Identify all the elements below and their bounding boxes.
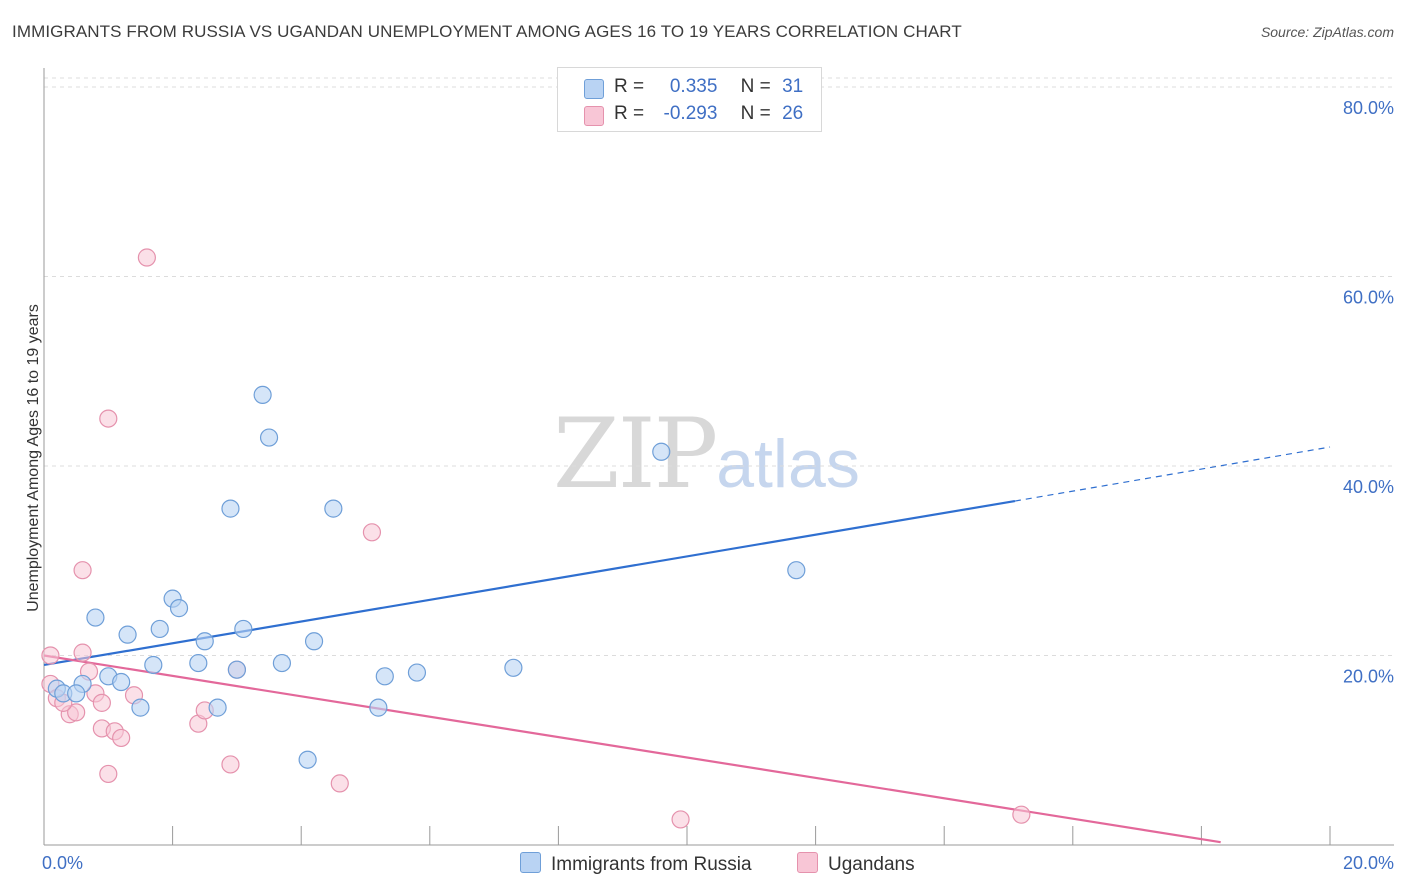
data-point-russia (407, 663, 427, 682)
axes-layer (43, 68, 1394, 846)
data-point-russia (118, 625, 137, 644)
data-point-ugandans (221, 755, 240, 774)
y-tick-label: 80.0% (1343, 98, 1394, 118)
data-point-ugandans (73, 643, 92, 662)
watermark-zip: ZIP (553, 398, 718, 510)
x-tick-label-max: 20.0% (1343, 853, 1394, 873)
data-point-ugandans (41, 646, 60, 665)
data-point-russia (234, 619, 253, 639)
data-point-russia (227, 660, 246, 679)
data-point-russia (787, 561, 806, 580)
data-point-ugandans (99, 764, 118, 784)
data-point-russia (304, 632, 324, 651)
data-point-russia (86, 608, 105, 627)
data-point-ugandans (73, 561, 92, 580)
watermark-atlas: atlas (716, 426, 860, 502)
legend-r-value: -0.293 (663, 103, 718, 124)
data-point-ugandans (67, 703, 86, 722)
y-tick-label: 20.0% (1343, 666, 1394, 686)
data-point-russia (169, 599, 189, 618)
data-point-russia (504, 658, 523, 677)
tick-layer: 20.0% 40.0% 60.0% 80.0% (43, 98, 1394, 845)
data-point-russia (208, 698, 227, 717)
data-point-russia (189, 653, 208, 673)
legend-row-russia: R = 0.335 N = 31 (584, 76, 804, 99)
data-point-russia (131, 698, 150, 717)
legend-r-label: R = (614, 76, 645, 97)
y-tick-label: 40.0% (1343, 477, 1394, 497)
legend-r-label: R = (614, 103, 645, 124)
data-point-russia (150, 619, 169, 639)
data-point-russia (144, 655, 163, 675)
source-label: Source: ZipAtlas.com (1260, 24, 1394, 40)
y-tick-label: 60.0% (1343, 287, 1394, 307)
legend-n-value: 31 (782, 76, 804, 97)
data-point-russia (221, 499, 240, 518)
y-axis-label: Unemployment Among Ages 16 to 19 years (25, 304, 42, 612)
data-point-russia (112, 672, 131, 692)
data-point-ugandans (137, 248, 156, 267)
data-point-ugandans (330, 774, 349, 793)
legend-row-ugandans: R = -0.293 N = 26 (584, 103, 804, 126)
points-layer (41, 248, 1031, 829)
bottom-legend-russia: Immigrants from Russia (520, 852, 752, 876)
trend-line-russia-extension (1014, 446, 1331, 502)
legend-n-value: 26 (782, 103, 804, 124)
data-point-russia (324, 499, 343, 518)
bottom-legend-label-ugandans: Ugandans (828, 854, 915, 875)
data-point-russia (369, 698, 388, 717)
legend-swatch-ugandans (584, 106, 604, 126)
trend-line-russia (43, 499, 1016, 667)
watermark: ZIPatlas (553, 398, 860, 510)
data-point-ugandans (671, 810, 690, 829)
data-point-ugandans (362, 523, 382, 542)
grid-layer (44, 77, 1394, 656)
bottom-legend-swatch-ugandans (797, 852, 818, 873)
data-point-ugandans (1012, 805, 1031, 824)
legend-n-label: N = (740, 76, 771, 97)
data-point-ugandans (92, 693, 111, 712)
data-point-russia (259, 428, 279, 447)
data-point-russia (375, 667, 394, 686)
chart-title: IMMIGRANTS FROM RUSSIA VS UGANDAN UNEMPL… (12, 22, 962, 41)
legend-r-value: 0.335 (669, 76, 718, 97)
x-tick-label-min: 0.0% (42, 853, 83, 873)
data-point-ugandans (112, 728, 131, 748)
data-point-russia (67, 684, 86, 703)
legend-n-label: N = (740, 103, 771, 124)
data-point-russia (652, 442, 671, 461)
bottom-legend-swatch-russia (520, 852, 541, 873)
data-point-russia (272, 653, 292, 673)
trend-line-ugandans (43, 654, 1221, 844)
bottom-legend-label-russia: Immigrants from Russia (551, 854, 752, 875)
data-point-russia (195, 632, 214, 651)
data-point-russia (298, 750, 317, 769)
data-point-russia (253, 385, 272, 405)
legend: R = 0.335 N = 31 R = -0.293 N = 26 (557, 67, 822, 132)
legend-swatch-russia (584, 79, 604, 99)
data-point-ugandans (99, 409, 118, 428)
bottom-legend-ugandans: Ugandans (797, 852, 915, 876)
